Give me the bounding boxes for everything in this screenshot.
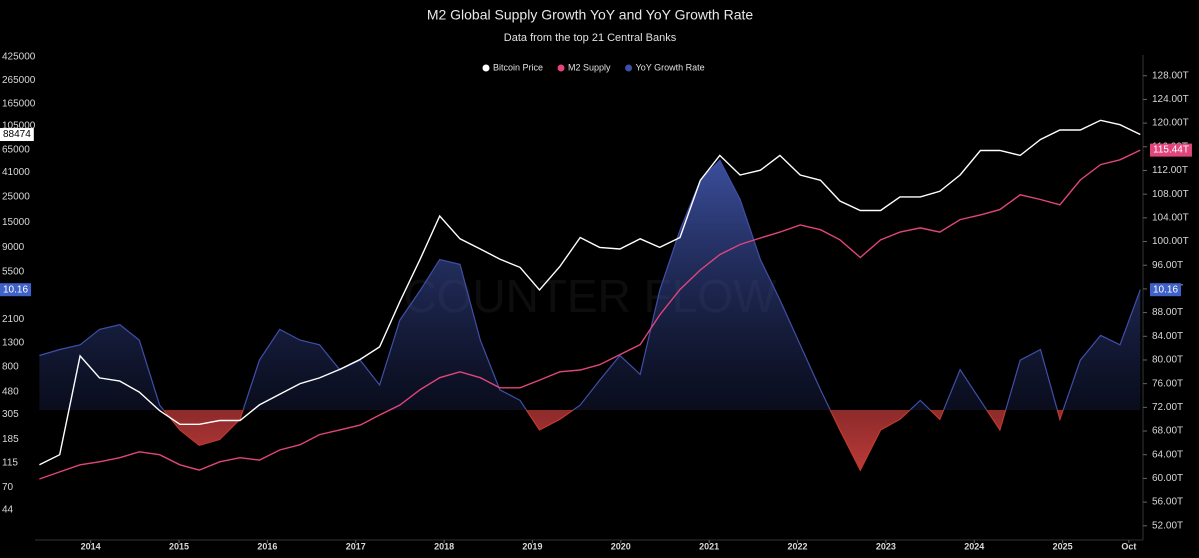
y-tick-label: 65000 <box>2 144 30 155</box>
y-tick-label: 41000 <box>2 167 30 178</box>
x-tick-label: 2023 <box>876 541 896 551</box>
y2-tick-label: 60.00T <box>1152 473 1183 484</box>
y2-tick-label: 76.00T <box>1152 378 1183 389</box>
legend-swatch <box>482 64 490 72</box>
y2-tick-label: 124.00T <box>1152 94 1189 105</box>
y2-tick-label: 64.00T <box>1152 449 1183 460</box>
x-tick-label: 2025 <box>1053 541 1073 551</box>
series-line <box>39 119 1141 466</box>
chart-title: M2 Global Supply Growth YoY and YoY Grow… <box>427 7 754 23</box>
y2-tick-label: 128.00T <box>1152 70 1189 81</box>
y-tick-label: 165000 <box>2 98 36 109</box>
y-tick-label: 1300 <box>2 338 25 349</box>
x-tick-label: 2018 <box>434 541 454 551</box>
legend-label: YoY Growth Rate <box>636 62 705 72</box>
legend-label: Bitcoin Price <box>493 62 543 72</box>
y2-tick-label: 84.00T <box>1152 331 1183 342</box>
x-tick-label: 2017 <box>346 541 366 551</box>
y-tick-label: 70 <box>2 482 14 493</box>
y2-tick-label: 88.00T <box>1152 307 1183 318</box>
x-tick-label: 2016 <box>257 541 277 551</box>
y-tick-label: 25000 <box>2 192 30 203</box>
last-value-box: 10.16 <box>1150 283 1182 297</box>
y2-tick-label: 96.00T <box>1152 260 1183 271</box>
y-tick-label: 105000 <box>2 121 36 132</box>
area-negative <box>39 409 1141 471</box>
y-tick-label: 480 <box>2 387 19 398</box>
x-tick-label: 2024 <box>964 541 984 551</box>
x-tick-label: Oct <box>1121 541 1136 551</box>
y2-tick-label: 52.00T <box>1152 520 1183 531</box>
y2-tick-label: 80.00T <box>1152 355 1183 366</box>
x-tick-label: 2020 <box>611 541 631 551</box>
x-tick-label: 2022 <box>788 541 808 551</box>
series-line <box>39 149 1141 480</box>
chart-subtitle: Data from the top 21 Central Banks <box>504 32 677 44</box>
y2-tick-label: 68.00T <box>1152 426 1183 437</box>
last-value-label: 88474 <box>3 129 31 140</box>
y-tick-label: 305 <box>2 409 19 420</box>
x-tick-label: 2021 <box>699 541 719 551</box>
x-tick-label: 2019 <box>522 541 542 551</box>
y-tick-label: 15000 <box>2 217 30 228</box>
legend-swatch <box>557 64 565 72</box>
y-tick-label: 800 <box>2 362 19 373</box>
legend-swatch <box>625 64 633 72</box>
last-value-box: 115.44T <box>1150 143 1192 157</box>
y-tick-label: 115 <box>2 457 18 468</box>
last-value-label: 10.16 <box>3 284 28 295</box>
last-value-bg <box>0 128 34 142</box>
y-tick-label: 425000 <box>2 52 36 63</box>
last-value-bg <box>0 283 32 297</box>
last-value-bg <box>1150 143 1192 157</box>
y2-tick-label: 112.00T <box>1152 165 1188 176</box>
last-value-box: 88474 <box>0 128 34 142</box>
last-value-label: 10.16 <box>1153 284 1178 295</box>
y-tick-label: 5500 <box>2 266 25 277</box>
series-line <box>39 159 1141 410</box>
series-line-negative <box>162 409 1064 472</box>
x-tick-label: 2014 <box>81 541 101 551</box>
last-value-box: 10.16 <box>0 283 32 297</box>
last-value-label: 115.44T <box>1153 145 1189 156</box>
y-tick-label: 2100 <box>2 314 25 325</box>
y-tick-label: 44 <box>2 505 14 516</box>
y-tick-label: 265000 <box>2 75 36 86</box>
last-value-bg <box>1150 283 1182 297</box>
area-positive <box>39 160 1141 410</box>
y2-tick-label: 108.00T <box>1152 189 1189 200</box>
y-tick-label: 9000 <box>2 242 25 253</box>
y2-tick-label: 56.00T <box>1152 497 1183 508</box>
y2-tick-label: 120.00T <box>1152 118 1189 129</box>
legend-label: M2 Supply <box>568 62 611 72</box>
y2-tick-label: 104.00T <box>1152 212 1189 223</box>
x-tick-label: 2015 <box>169 541 189 551</box>
y2-tick-label: 72.00T <box>1152 402 1183 413</box>
y-tick-label: 185 <box>2 434 19 445</box>
y2-tick-label: 100.00T <box>1152 236 1189 247</box>
